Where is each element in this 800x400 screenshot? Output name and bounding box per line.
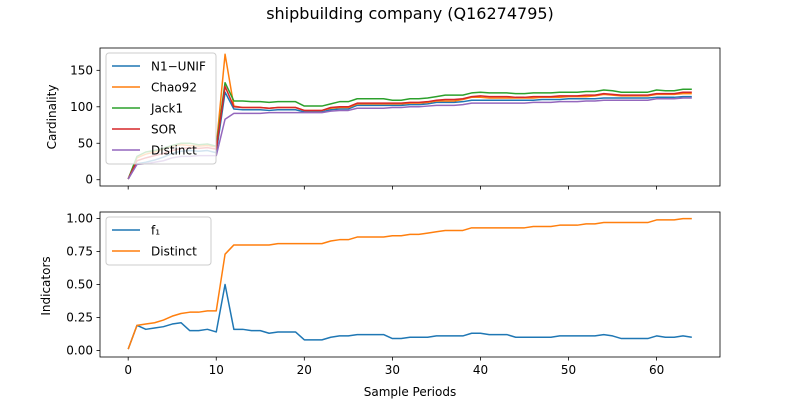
cardinality-panel: Cardinality 0 50 100 150 N1−UNIF Chao92 Jack1 S… [45, 47, 721, 190]
cardinality-legend-label: N1−UNIF [151, 60, 206, 74]
cardinality-y-tick-label: 100 [70, 100, 93, 114]
indicators-y-tick-label: 0.00 [66, 343, 93, 357]
indicators-legend-label: f₁ [151, 224, 160, 238]
cardinality-series-line-sor [127, 85, 692, 180]
cardinality-legend-label: Distinct [151, 144, 197, 158]
indicators-series-line-f [127, 283, 692, 350]
indicators-x-tick-label: 50 [561, 363, 576, 377]
x-axis-label: Sample Periods [364, 385, 456, 399]
indicators-x-tick-label: 20 [297, 363, 312, 377]
indicators-x-tick-label: 30 [385, 363, 400, 377]
indicators-legend-label: Distinct [151, 245, 197, 259]
indicators-y-label: Indicators [39, 256, 53, 315]
indicators-x-tick-label: 10 [209, 363, 224, 377]
indicators-x-tick-label: 60 [649, 363, 664, 377]
cardinality-y-tick-label: 0 [85, 173, 93, 187]
indicators-y-tick-label: 0.50 [66, 278, 93, 292]
figure-title: shipbuilding company (Q16274795) [266, 4, 554, 23]
indicators-y-tick-label: 1.00 [66, 212, 93, 226]
cardinality-legend-box [105, 52, 217, 165]
indicators-x-tick-label: 40 [473, 363, 488, 377]
cardinality-legend-label: SOR [151, 123, 176, 137]
indicators-panel: Indicators 0 10 20 30 40 50 60 0.00 0.25 0.50 0.75… [39, 212, 721, 377]
cardinality-y-tick-label: 50 [78, 136, 93, 150]
cardinality-axes-frame [99, 47, 721, 187]
indicators-series-line-distinct [127, 217, 692, 350]
cardinality-series-line-distinct [127, 97, 692, 180]
cardinality-legend-label: Jack1 [150, 102, 183, 116]
cardinality-legend-label: Chao92 [151, 81, 197, 95]
indicators-legend-box [105, 216, 212, 266]
cardinality-y-label: Cardinality [45, 85, 59, 150]
cardinality-y-tick-label: 150 [70, 63, 93, 77]
indicators-x-tick-label: 0 [124, 363, 132, 377]
indicators-y-tick-label: 0.25 [66, 310, 93, 324]
indicators-y-tick-label: 0.75 [66, 245, 93, 259]
